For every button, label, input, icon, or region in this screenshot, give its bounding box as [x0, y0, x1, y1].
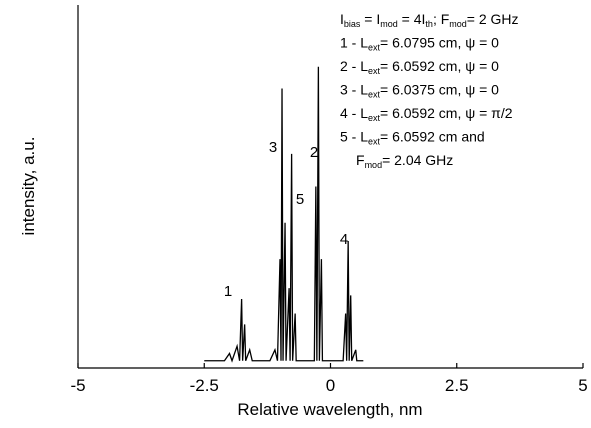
legend-subscript: th	[425, 19, 433, 29]
legend-text: = 2.04 GHz	[382, 152, 453, 168]
legend-subscript: mod	[380, 19, 398, 29]
legend-text: = 4I	[398, 11, 426, 27]
x-tick-label: -2.5	[190, 376, 219, 395]
legend-text: 3 - L	[340, 82, 368, 98]
legend-text: 2 - L	[340, 58, 368, 74]
legend-line: 5 - Lext= 6.0592 cm and	[340, 129, 485, 147]
spectrum-line	[204, 66, 364, 363]
legend-text: = I	[360, 11, 380, 27]
legend-line: 4 - Lext= 6.0592 cm, ψ = π/2	[340, 105, 513, 123]
y-axis-label: intensity, a.u.	[19, 137, 38, 236]
peak-label: 4	[340, 231, 348, 248]
legend-text: = 2 GHz	[467, 11, 519, 27]
legend-text: 4 - L	[340, 105, 368, 121]
x-tick-label: -5	[70, 376, 85, 395]
peak-label: 5	[296, 191, 304, 208]
legend-text: = 6.0592 cm, ψ = 0	[380, 58, 499, 74]
legend-subscript: ext	[368, 113, 381, 123]
legend-subscript: ext	[368, 66, 381, 76]
legend-text: = 6.0592 cm and	[380, 129, 485, 145]
x-tick-label: 0	[326, 376, 335, 395]
legend-subscript: bias	[344, 19, 361, 29]
peak-label: 3	[269, 139, 277, 156]
legend-subscript: mod	[365, 160, 383, 170]
x-axis-label: Relative wavelength, nm	[237, 400, 422, 419]
legend-line: 3 - Lext= 6.0375 cm, ψ = 0	[340, 82, 499, 100]
legend-line: Fmod= 2.04 GHz	[356, 152, 453, 170]
legend-text: = 6.0795 cm, ψ = 0	[380, 35, 499, 51]
peak-label: 1	[224, 283, 232, 300]
legend-text: 1 - L	[340, 35, 368, 51]
legend-line: 2 - Lext= 6.0592 cm, ψ = 0	[340, 58, 499, 76]
legend-text: ; F	[433, 11, 449, 27]
legend-text: I	[340, 11, 344, 27]
legend-subscript: ext	[368, 90, 381, 100]
legend-subscript: ext	[368, 43, 381, 53]
legend-text: = 6.0375 cm, ψ = 0	[380, 82, 499, 98]
peak-label: 2	[310, 144, 318, 161]
x-tick-label: 2.5	[445, 376, 469, 395]
legend-text: 5 - L	[340, 129, 368, 145]
legend-line: 1 - Lext= 6.0795 cm, ψ = 0	[340, 35, 499, 53]
legend-subscript: mod	[449, 19, 467, 29]
legend-text: F	[356, 152, 365, 168]
x-tick-label: 5	[578, 376, 587, 395]
legend-text: = 6.0592 cm, ψ = π/2	[380, 105, 513, 121]
legend-line: Ibias = Imod = 4Ith; Fmod= 2 GHz	[340, 11, 519, 29]
legend-subscript: ext	[368, 137, 381, 147]
